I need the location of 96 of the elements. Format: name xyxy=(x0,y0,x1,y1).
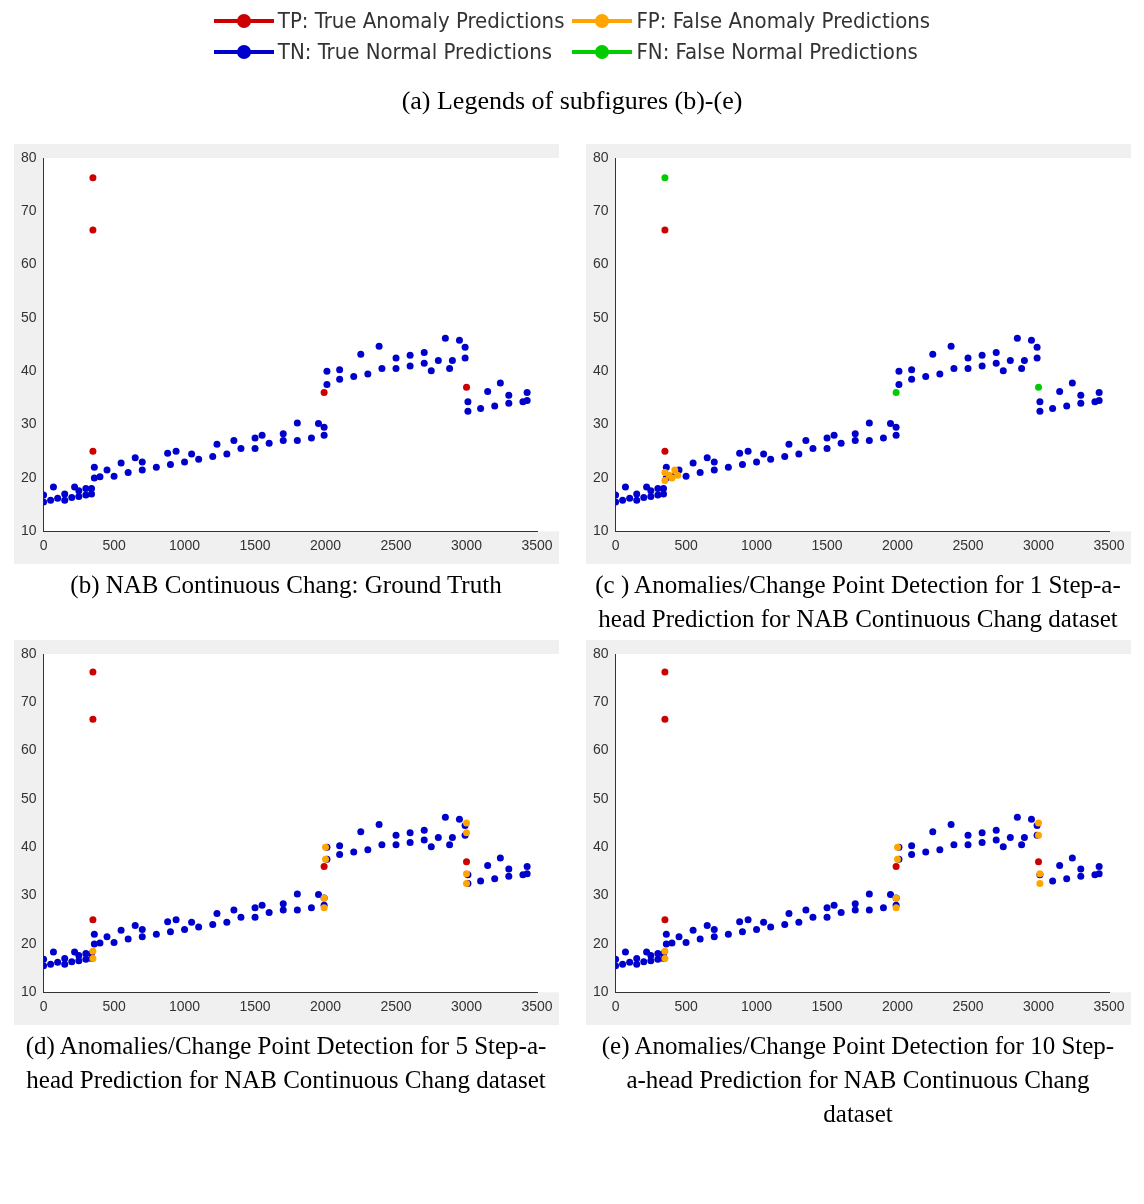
point xyxy=(660,174,668,182)
x-tick-label: 2000 xyxy=(881,537,913,554)
y-tick-label: 50 xyxy=(20,789,37,806)
y-tick-label: 80 xyxy=(592,148,609,165)
point xyxy=(1034,858,1042,866)
point xyxy=(673,471,681,479)
legend-label: TP: True Anomaly Predictions xyxy=(277,8,565,33)
x-tick-label: 500 xyxy=(673,537,698,554)
x-tick-label: 3000 xyxy=(450,537,482,554)
x-tick-label: 3000 xyxy=(1022,537,1054,554)
y-tick-label: 70 xyxy=(592,693,609,710)
x-tick-label: 1500 xyxy=(238,998,271,1015)
y-tick-label: 20 xyxy=(20,468,37,485)
point xyxy=(462,858,470,866)
y-tick-label: 30 xyxy=(20,886,37,903)
point xyxy=(88,226,96,234)
y-tick-label: 20 xyxy=(592,468,609,485)
y-tick-label: 70 xyxy=(20,693,37,710)
y-tick-label: 10 xyxy=(20,983,37,1000)
y-tick-label: 70 xyxy=(20,202,37,219)
y-tick-label: 80 xyxy=(20,148,37,165)
point xyxy=(462,383,470,391)
x-tick-label: 2500 xyxy=(379,537,412,554)
x-tick-label: 0 xyxy=(611,537,620,554)
y-tick-label: 10 xyxy=(592,522,609,539)
point xyxy=(88,668,96,676)
x-tick-label: 0 xyxy=(39,537,48,554)
x-tick-label: 1000 xyxy=(168,998,200,1015)
legend-label: TN: True Normal Predictions xyxy=(277,39,553,64)
y-tick-label: 40 xyxy=(20,838,37,855)
x-tick-label: 3000 xyxy=(450,998,482,1015)
point xyxy=(1035,879,1043,887)
point xyxy=(660,226,668,234)
y-tick-label: 20 xyxy=(20,934,37,951)
point xyxy=(670,466,678,474)
y-tick-label: 60 xyxy=(592,255,609,272)
y-tick-label: 40 xyxy=(20,362,37,379)
x-tick-label: 1500 xyxy=(810,537,843,554)
x-tick-label: 0 xyxy=(39,998,48,1015)
x-tick-label: 2000 xyxy=(309,998,341,1015)
y-tick-label: 10 xyxy=(592,983,609,1000)
y-tick-label: 20 xyxy=(592,934,609,951)
y-tick-label: 50 xyxy=(20,308,37,325)
point xyxy=(660,715,668,723)
y-tick-label: 30 xyxy=(592,886,609,903)
y-tick-label: 50 xyxy=(592,789,609,806)
text: (d) Anomalies/Change Point Detection for 5 Step-a-head Prediction for NAB Continuous Chang dataset xyxy=(24,1031,548,1095)
x-tick-label: 1000 xyxy=(740,998,772,1015)
x-tick-label: 0 xyxy=(611,998,620,1015)
point xyxy=(660,916,668,924)
y-tick-label: 60 xyxy=(592,741,609,758)
x-tick-label: 1000 xyxy=(740,537,772,554)
point xyxy=(88,174,96,182)
point xyxy=(320,863,328,871)
x-tick-label: 2500 xyxy=(951,998,984,1015)
x-tick-label: 3500 xyxy=(520,998,553,1015)
point xyxy=(660,447,668,455)
y-tick-label: 60 xyxy=(20,255,37,272)
y-tick-label: 40 xyxy=(592,362,609,379)
x-tick-label: 3000 xyxy=(1022,998,1054,1015)
point xyxy=(88,447,96,455)
text: (c ) Anomalies/Change Point Detection for 1 Step-a-head Prediction for NAB Continuous Chang dataset xyxy=(594,570,1122,634)
point xyxy=(892,389,900,397)
legend-label: FP: False Anomaly Predictions xyxy=(636,8,931,33)
x-tick-label: 3500 xyxy=(1092,998,1125,1015)
y-tick-label: 40 xyxy=(592,838,609,855)
text: (e) Anomalies/Change Point Detection for 10 Step-a-head Prediction for NAB Continuous Chang dataset xyxy=(600,1031,1116,1129)
x-tick-label: 500 xyxy=(101,998,126,1015)
x-tick-label: 3500 xyxy=(520,537,553,554)
text: (b) NAB Continuous Chang: Ground Truth xyxy=(69,570,503,601)
y-tick-label: 80 xyxy=(592,644,609,661)
y-tick-label: 30 xyxy=(592,415,609,432)
x-tick-label: 1500 xyxy=(810,998,843,1015)
point xyxy=(88,715,96,723)
x-tick-label: 2500 xyxy=(379,998,412,1015)
y-tick-label: 50 xyxy=(592,308,609,325)
x-tick-label: 500 xyxy=(101,537,126,554)
y-tick-label: 10 xyxy=(20,522,37,539)
x-tick-label: 2000 xyxy=(309,537,341,554)
legend-title: (a) Legends of subfigures (b)-(e) xyxy=(400,86,744,116)
point xyxy=(320,389,328,397)
x-tick-label: 2000 xyxy=(881,998,913,1015)
point xyxy=(660,668,668,676)
x-tick-label: 2500 xyxy=(951,537,984,554)
y-tick-label: 60 xyxy=(20,741,37,758)
x-tick-label: 1000 xyxy=(168,537,200,554)
y-tick-label: 30 xyxy=(20,415,37,432)
point xyxy=(88,916,96,924)
x-tick-label: 500 xyxy=(673,998,698,1015)
point xyxy=(1034,383,1042,391)
x-tick-label: 1500 xyxy=(238,537,271,554)
y-tick-label: 80 xyxy=(20,644,37,661)
x-tick-label: 3500 xyxy=(1092,537,1125,554)
legend-label: FN: False Normal Predictions xyxy=(636,39,918,64)
y-tick-label: 70 xyxy=(592,202,609,219)
point xyxy=(892,863,900,871)
